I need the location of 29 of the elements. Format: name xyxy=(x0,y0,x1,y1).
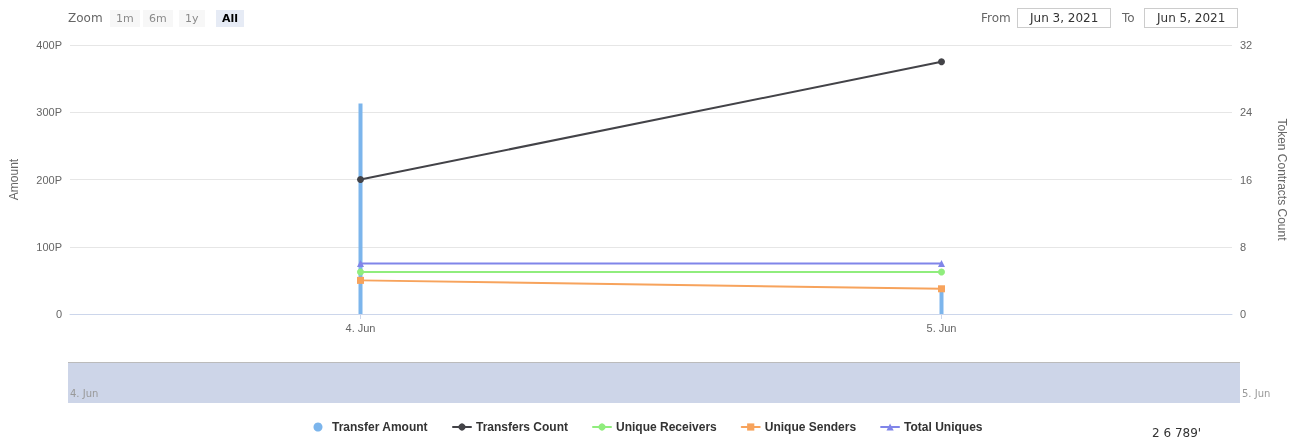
legend-label: Total Uniques xyxy=(904,420,983,434)
text: From xyxy=(981,11,1011,25)
y-tick-label: 100P xyxy=(36,240,62,253)
legend-label: Unique Receivers xyxy=(616,420,718,434)
text: 6m xyxy=(143,10,173,27)
text: 2 6 789' xyxy=(1152,426,1202,440)
y-tick-label: 400P xyxy=(36,39,62,51)
y2-tick-label: 16 xyxy=(1240,173,1253,186)
y2-tick-label: 0 xyxy=(1240,308,1247,320)
text: Jun 5, 2021 xyxy=(1144,8,1239,28)
text: To xyxy=(1122,11,1135,25)
y2-axis-title: Token Contracts Count xyxy=(1275,118,1289,242)
y-tick-label: 200P xyxy=(36,173,62,186)
text: 1y xyxy=(179,10,205,27)
text: 4. Jun xyxy=(70,388,99,399)
y-tick-label: 0 xyxy=(55,308,62,320)
legend-label: Transfers Count xyxy=(475,420,569,434)
text: 5. Jun xyxy=(1242,388,1271,399)
y2-tick-label: 24 xyxy=(1240,106,1253,119)
y2-tick-label: 8 xyxy=(1240,240,1247,253)
y-tick-label: 300P xyxy=(36,106,62,119)
legend-label: Unique Senders xyxy=(764,420,857,434)
text: Jun 3, 2021 xyxy=(1017,8,1112,28)
text: All xyxy=(216,10,245,27)
y-axis-title: Amount xyxy=(7,158,21,201)
text: Zoom xyxy=(68,11,103,25)
y2-tick-label: 32 xyxy=(1240,39,1253,51)
text: 1m xyxy=(110,10,140,27)
legend-label: Transfer Amount xyxy=(331,420,428,434)
